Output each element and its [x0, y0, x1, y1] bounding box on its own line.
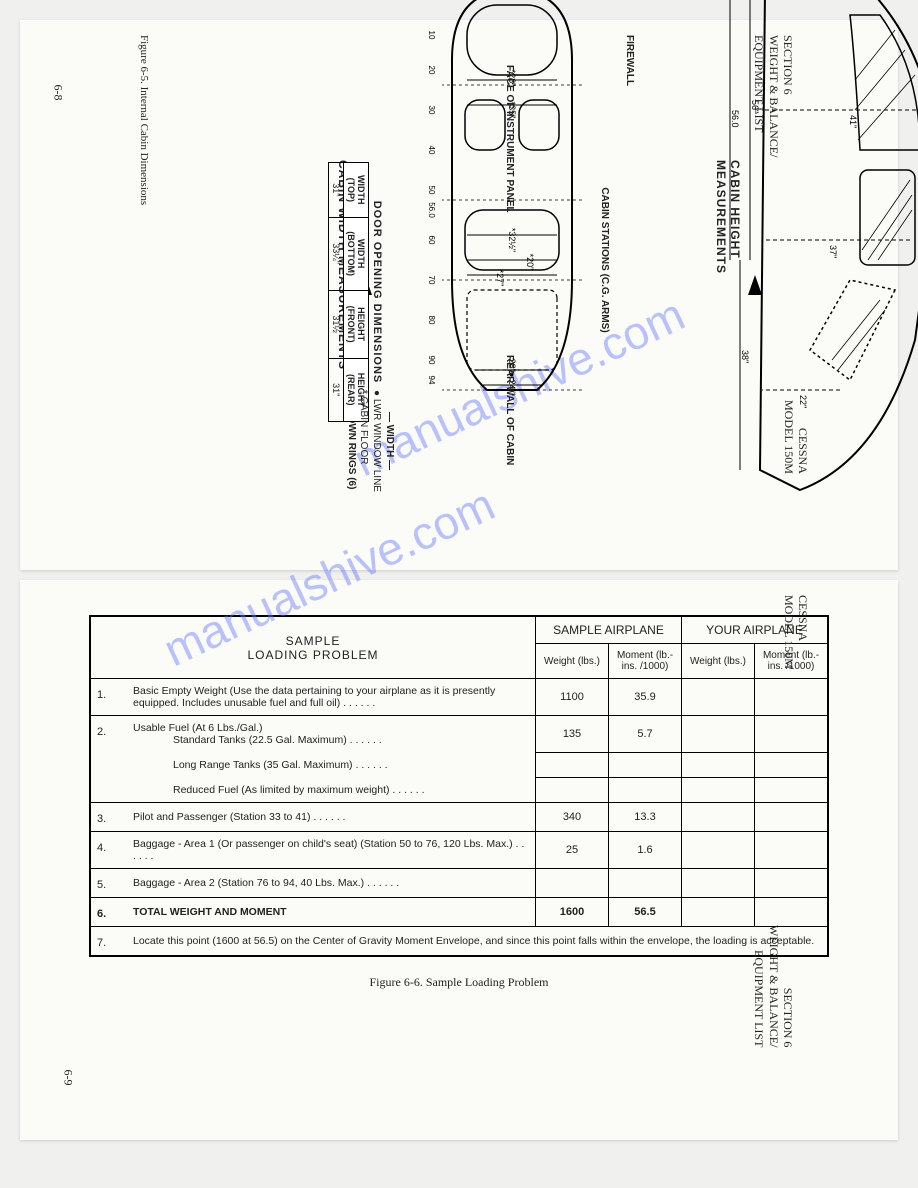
hdr2-model: MODEL 150M [782, 595, 796, 669]
table-row: 6. TOTAL WEIGHT AND MOMENT 1600 56.5 [90, 898, 828, 927]
hdr2-section-l3: EQUIPMENT LIST [752, 950, 766, 1047]
wt-hdr-1: Weight (lbs.) [536, 644, 609, 679]
rear-wall-label: REAR WALL OF CABIN [504, 355, 515, 465]
svg-text:70: 70 [427, 276, 436, 285]
svg-text:56.0: 56.0 [730, 110, 740, 128]
svg-text:10: 10 [427, 31, 436, 40]
loading-note: Locate this point (1600 at 56.5) on the … [127, 927, 828, 957]
table-row: 1. Basic Empty Weight (Use the data pert… [90, 679, 828, 716]
svg-text:40: 40 [427, 146, 436, 155]
hdr2-cessna: CESSNA [796, 595, 810, 641]
svg-text:38": 38" [740, 350, 750, 363]
svg-text:56.0: 56.0 [427, 202, 436, 218]
page-2: CESSNA MODEL 150M SECTION 6 WEIGHT & BAL… [20, 580, 898, 1140]
hdr2-section-l2: WEIGHT & BALANCE/ [767, 925, 781, 1047]
svg-text:*27": *27" [495, 270, 505, 287]
table-row: Reduced Fuel (As limited by maximum weig… [90, 778, 828, 803]
svg-text:30: 30 [427, 106, 436, 115]
svg-text:90: 90 [427, 356, 436, 365]
figure-caption-1: Figure 6-5. Internal Cabin Dimensions [138, 35, 150, 515]
wt-hdr-2: Weight (lbs.) [682, 644, 755, 679]
svg-text:22": 22" [798, 395, 808, 408]
sample-hdr: SAMPLE AIRPLANE [536, 616, 682, 644]
svg-text:60: 60 [427, 236, 436, 245]
svg-text:80: 80 [427, 316, 436, 325]
svg-text:94: 94 [427, 376, 436, 385]
cabin-stations-label: CABIN STATIONS (C.G. ARMS) [599, 0, 610, 570]
svg-text:41": 41" [848, 115, 858, 128]
width-legend: — WIDTH — ● LWR WINDOW LINE * CABIN FLOO… [357, 390, 396, 492]
mom-hdr-1: Moment (lb.-ins. /1000) [609, 644, 682, 679]
pagenum-1: 6-8 [51, 85, 66, 101]
svg-text:20: 20 [427, 66, 436, 75]
door-dims-title: DOOR OPENING DIMENSIONS [371, 162, 383, 422]
door-table: WIDTH (TOP) WIDTH (BOTTOM) HEIGHT (FRONT… [328, 162, 369, 422]
svg-text:*20": *20" [525, 254, 535, 271]
pagenum-2: 6-9 [61, 1070, 76, 1086]
svg-text:56": 56" [750, 100, 760, 113]
table-row: 2. Usable Fuel (At 6 Lbs./Gal.) Standard… [90, 716, 828, 753]
loading-title-l1: SAMPLE [286, 634, 341, 648]
table-row: 7. Locate this point (1600 at 56.5) on t… [90, 927, 828, 957]
face-panel-label: FACE OF INSTRUMENT PANEL [504, 65, 515, 213]
svg-text:*32½": *32½" [507, 228, 517, 252]
table-row: 5. Baggage - Area 2 (Station 76 to 94, 4… [90, 869, 828, 898]
page-1: SECTION 6 WEIGHT & BALANCE/ EQUIPMENT LI… [20, 20, 898, 570]
table-row: 3. Pilot and Passenger (Station 33 to 41… [90, 803, 828, 832]
cabin-side-svg: 41" 37" 22" 56" 56.0 38" [720, 0, 918, 500]
hdr2-section-l1: SECTION 6 [781, 988, 795, 1048]
loading-table: SAMPLE LOADING PROBLEM SAMPLE AIRPLANE Y… [89, 615, 829, 957]
firewall-label: FIREWALL [624, 35, 635, 86]
svg-text:37": 37" [828, 245, 838, 258]
svg-text:50: 50 [427, 186, 436, 195]
loading-title-l2: LOADING PROBLEM [247, 648, 378, 662]
table-row: Long Range Tanks (35 Gal. Maximum) [90, 753, 828, 778]
table-row: 4. Baggage - Area 1 (Or passenger on chi… [90, 832, 828, 869]
